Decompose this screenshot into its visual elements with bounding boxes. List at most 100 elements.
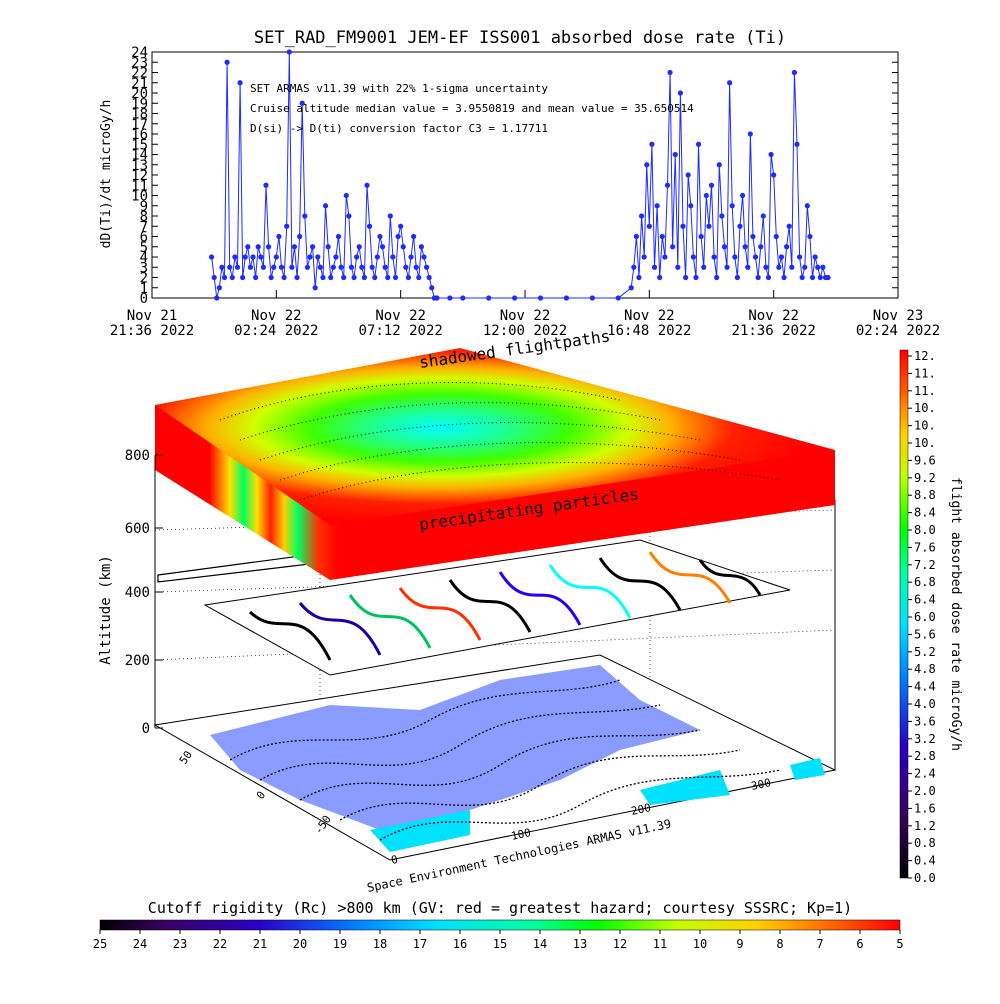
dose-rate-point	[644, 162, 650, 168]
dose-rate-point	[781, 274, 787, 281]
x-tick-time: 02:24 2022	[234, 323, 318, 339]
dose-rate-point	[273, 254, 279, 260]
x-tick-time: 21:36 2022	[732, 323, 816, 339]
dose-rate-point	[411, 233, 417, 240]
dose-rate-point	[387, 213, 393, 219]
dose-rate-point	[651, 264, 658, 270]
dose-rate-colorbar-tick-label: 8.0	[914, 523, 936, 537]
dose-rate-point	[366, 223, 373, 229]
ground-ocean-patch-2	[640, 770, 730, 805]
altitude-tick-label: 800	[125, 448, 150, 464]
dose-rate-point	[739, 192, 746, 199]
dose-rate-point	[382, 264, 388, 270]
dose-rate-point	[815, 264, 821, 270]
y-tick-label: 11	[131, 178, 148, 194]
dose-rate-point	[343, 192, 349, 199]
dose-rate-point	[776, 264, 782, 270]
dose-rate-timeseries: 0123456789101112131415161718192021222324…	[99, 45, 940, 339]
cutoff-rigidity-tick-label: 25	[93, 937, 107, 951]
dose-rate-point	[302, 213, 308, 219]
y-axis-label: dD(Ti)/dt microGy/h	[99, 100, 114, 249]
orbit-layer-tracks	[248, 551, 762, 661]
y-tick-label: 12	[131, 168, 148, 184]
dose-rate-point	[426, 274, 432, 281]
dose-rate-point	[385, 274, 391, 281]
dose-rate-point	[258, 254, 264, 260]
cutoff-rigidity-tick-label: 7	[816, 937, 823, 951]
dose-rate-point	[729, 203, 735, 209]
dose-rate-point	[240, 274, 246, 281]
y-tick-label: 14	[131, 148, 148, 164]
dose-rate-point	[657, 274, 663, 281]
dose-rate-point	[341, 274, 347, 281]
dose-rate-point	[680, 223, 686, 229]
dose-rate-point	[714, 274, 720, 281]
y-tick-label: 20	[131, 86, 148, 102]
altitude-tick-label: 600	[125, 521, 150, 537]
dose-rate-point	[664, 182, 671, 188]
hazard-slab-tracks	[219, 382, 781, 501]
dose-rate-point	[825, 274, 831, 281]
dose-rate-point	[322, 203, 329, 209]
dose-rate-colorbar-tick-label: 9.6	[914, 453, 936, 467]
dose-rate-point	[677, 90, 684, 96]
dose-rate-colorbar-tick-label: 2.8	[914, 749, 936, 763]
dose-rate-colorbar-tick-label: 0.4	[914, 854, 936, 868]
dose-rate-point	[250, 254, 256, 260]
dose-rate-point	[255, 244, 261, 250]
x-tick-day: Nov 22	[748, 308, 799, 324]
x-tick-day: Nov 22	[624, 308, 675, 324]
dose-rate-point	[768, 151, 774, 158]
dose-rate-colorbar-gradient	[899, 349, 909, 879]
dose-rate-point	[789, 264, 795, 270]
dose-rate-point	[413, 264, 419, 270]
dose-rate-point	[706, 223, 712, 229]
hazard-slab-top	[155, 348, 835, 525]
dose-rate-point	[395, 233, 401, 240]
dose-rate-point	[392, 274, 399, 281]
dose-rate-point	[219, 264, 225, 270]
dose-rate-colorbar-tick-label: 3.6	[914, 714, 936, 728]
dose-rate-colorbar-tick-label: 11.	[914, 384, 936, 398]
dose-rate-point	[758, 244, 764, 250]
dose-rate-point	[716, 162, 722, 168]
dose-rate-point	[289, 264, 295, 270]
annotation-line-3: D(si) -> D(ti) conversion factor C3 = 1.…	[250, 122, 548, 135]
cutoff-rigidity-tick-label: 6	[856, 937, 863, 951]
annotation-line-2: Cruise altitude median value = 3.9550819…	[250, 102, 694, 115]
dose-rate-point	[807, 233, 813, 240]
y-tick-label: 8	[140, 209, 148, 225]
cutoff-rigidity-tick-label: 12	[613, 937, 627, 951]
dose-rate-point	[734, 274, 741, 281]
dose-rate-point	[260, 264, 266, 270]
dose-rate-point	[698, 233, 704, 240]
dose-rate-point	[294, 274, 300, 281]
ground-orbit-tracks	[229, 679, 781, 841]
x-tick-day: Nov 22	[500, 308, 551, 324]
y-tick-label: 0	[140, 291, 148, 307]
dose-rate-point	[796, 254, 803, 260]
dose-rate-point	[335, 233, 342, 240]
dose-rate-point	[719, 213, 725, 219]
dose-rate-point	[760, 213, 766, 219]
dose-rate-colorbar-tick-label: 7.6	[914, 540, 936, 554]
dose-rate-point	[224, 59, 230, 65]
dose-rate-point	[537, 295, 544, 301]
dose-rate-point	[747, 131, 753, 137]
dose-rate-point	[317, 264, 323, 270]
dose-rate-colorbar-tick-label: 12.	[914, 349, 936, 363]
dose-rate-point	[802, 264, 808, 270]
dose-rate-colorbar-tick-label: 8.8	[914, 488, 936, 502]
ground-ocean-patch-1	[370, 810, 470, 852]
dose-rate-point	[278, 264, 285, 270]
y-tick-label: 17	[131, 117, 148, 133]
dose-rate-point	[820, 264, 826, 270]
y-tick-label: 10	[131, 189, 148, 205]
dose-rate-point	[253, 274, 259, 281]
dose-rate-point	[701, 264, 707, 270]
dose-rate-point	[405, 274, 412, 281]
annotation-line-1: SET ARMAS v11.39 with 22% 1-sigma uncert…	[250, 82, 548, 95]
dose-rate-point	[265, 244, 272, 250]
dose-rate-point	[633, 233, 639, 240]
dose-rate-point	[221, 274, 228, 281]
